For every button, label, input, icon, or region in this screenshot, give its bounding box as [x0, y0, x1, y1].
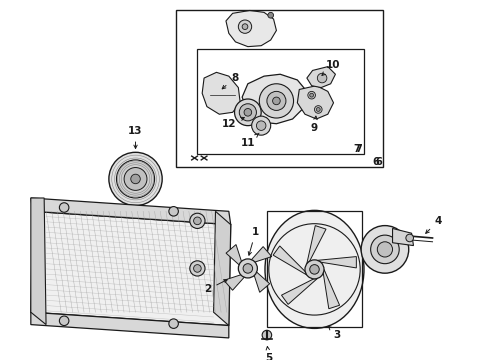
Polygon shape	[31, 198, 46, 325]
Circle shape	[59, 203, 69, 212]
Text: 10: 10	[322, 60, 341, 75]
Circle shape	[131, 174, 140, 184]
Circle shape	[377, 242, 392, 257]
Circle shape	[310, 93, 314, 97]
Circle shape	[190, 213, 205, 229]
Circle shape	[244, 108, 252, 116]
Polygon shape	[226, 10, 276, 47]
Polygon shape	[252, 269, 270, 292]
Circle shape	[305, 260, 324, 279]
Circle shape	[109, 152, 162, 206]
Polygon shape	[226, 244, 244, 269]
Ellipse shape	[265, 210, 364, 328]
Polygon shape	[202, 72, 240, 114]
Circle shape	[318, 73, 327, 83]
Polygon shape	[392, 229, 414, 246]
Polygon shape	[318, 257, 356, 268]
Circle shape	[124, 167, 147, 190]
Polygon shape	[248, 247, 272, 264]
Circle shape	[256, 121, 266, 130]
Text: 4: 4	[426, 216, 442, 233]
Circle shape	[308, 91, 316, 99]
Circle shape	[194, 217, 201, 225]
Text: 7: 7	[356, 144, 363, 154]
Circle shape	[235, 99, 261, 126]
Circle shape	[267, 91, 286, 111]
Polygon shape	[31, 211, 231, 325]
Circle shape	[315, 105, 322, 113]
Bar	[267, 211, 362, 328]
Circle shape	[268, 12, 273, 18]
Circle shape	[190, 261, 205, 276]
Circle shape	[59, 316, 69, 325]
Circle shape	[117, 160, 154, 198]
Bar	[197, 49, 364, 154]
Text: 6: 6	[372, 157, 379, 167]
Polygon shape	[224, 273, 248, 290]
Polygon shape	[31, 198, 231, 225]
Bar	[175, 9, 383, 167]
Text: 5: 5	[265, 347, 272, 360]
Polygon shape	[323, 269, 340, 309]
Circle shape	[370, 235, 399, 264]
Text: 12: 12	[221, 117, 245, 129]
Polygon shape	[307, 67, 336, 87]
Polygon shape	[242, 74, 307, 124]
Text: 13: 13	[128, 126, 143, 148]
Polygon shape	[307, 226, 326, 264]
Circle shape	[238, 20, 252, 33]
Circle shape	[239, 104, 256, 121]
Text: 1: 1	[248, 227, 259, 255]
Text: 9: 9	[311, 116, 318, 132]
Text: 3: 3	[329, 326, 341, 340]
Circle shape	[169, 319, 178, 328]
Polygon shape	[281, 278, 318, 304]
Polygon shape	[214, 211, 231, 325]
Text: 7: 7	[353, 144, 360, 154]
Circle shape	[243, 264, 253, 273]
Circle shape	[272, 97, 280, 105]
Circle shape	[361, 226, 409, 273]
Circle shape	[252, 116, 270, 135]
Polygon shape	[273, 246, 307, 275]
Text: 6: 6	[375, 157, 382, 167]
Circle shape	[310, 265, 319, 274]
Circle shape	[169, 207, 178, 216]
Polygon shape	[31, 312, 229, 338]
Polygon shape	[297, 86, 334, 119]
Text: 2: 2	[204, 280, 227, 294]
Circle shape	[194, 265, 201, 272]
Circle shape	[262, 330, 271, 340]
Circle shape	[259, 84, 294, 118]
Text: 8: 8	[222, 73, 238, 89]
Text: 11: 11	[241, 133, 259, 148]
Circle shape	[238, 259, 257, 278]
Circle shape	[406, 234, 414, 242]
Circle shape	[317, 108, 320, 111]
Circle shape	[242, 24, 248, 30]
